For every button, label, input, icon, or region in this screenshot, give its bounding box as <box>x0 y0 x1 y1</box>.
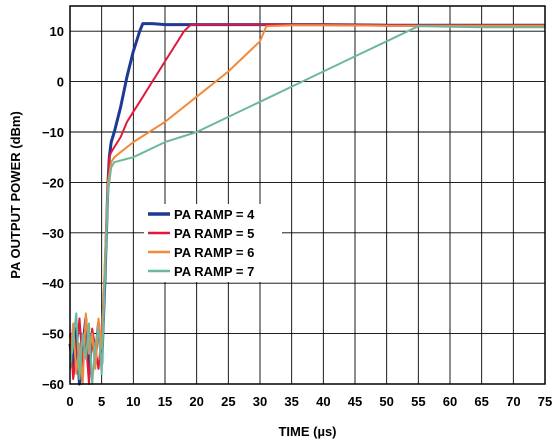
y-tick-label: 10 <box>50 24 64 39</box>
x-tick-label: 10 <box>126 394 140 409</box>
x-tick-label: 70 <box>506 394 520 409</box>
y-tick-label: −40 <box>42 276 64 291</box>
x-tick-label: 20 <box>189 394 203 409</box>
legend-box <box>144 204 282 282</box>
y-tick-label: −30 <box>42 226 64 241</box>
legend-label: PA RAMP = 7 <box>174 264 254 279</box>
plot-lines <box>68 22 545 386</box>
legend: PA RAMP = 4 PA RAMP = 5 PA RAMP = 6 PA RAMP… <box>144 204 282 282</box>
x-tick-label: 5 <box>98 394 105 409</box>
y-tick-label: −20 <box>42 175 64 190</box>
y-tick-label: −10 <box>42 125 64 140</box>
series-line-1 <box>68 22 545 386</box>
x-tick-label: 0 <box>66 394 73 409</box>
y-tick-label: −50 <box>42 327 64 342</box>
plot-frame <box>69 5 546 385</box>
legend-label: PA RAMP = 5 <box>174 226 254 241</box>
legend-label: PA RAMP = 4 <box>174 207 255 222</box>
x-tick-label: 35 <box>284 394 298 409</box>
x-tick-label: 65 <box>474 394 488 409</box>
legend-label: PA RAMP = 6 <box>174 245 254 260</box>
x-tick-label: 60 <box>443 394 457 409</box>
series-line-3 <box>69 24 545 385</box>
y-tick-labels: −60 −50 −40 −30 −20 −10 0 10 <box>42 24 64 392</box>
y-axis-title: PA OUTPUT POWER (dBm) <box>8 111 23 279</box>
x-tick-label: 25 <box>221 394 235 409</box>
x-tick-labels: 0 5 10 15 20 25 30 35 40 45 50 55 60 65 70 75 <box>66 394 552 409</box>
x-tick-label: 75 <box>538 394 552 409</box>
x-tick-label: 15 <box>158 394 172 409</box>
x-axis-title: TIME (µs) <box>278 424 336 439</box>
x-tick-label: 55 <box>411 394 425 409</box>
y-tick-label: −60 <box>42 377 64 392</box>
y-tick-label: 0 <box>57 75 64 90</box>
series-line-4 <box>69 25 545 385</box>
x-tick-label: 40 <box>316 394 330 409</box>
x-tick-label: 45 <box>348 394 362 409</box>
series-line-2 <box>69 23 545 385</box>
grid <box>69 5 546 385</box>
x-tick-label: 50 <box>379 394 393 409</box>
x-tick-label: 30 <box>253 394 267 409</box>
